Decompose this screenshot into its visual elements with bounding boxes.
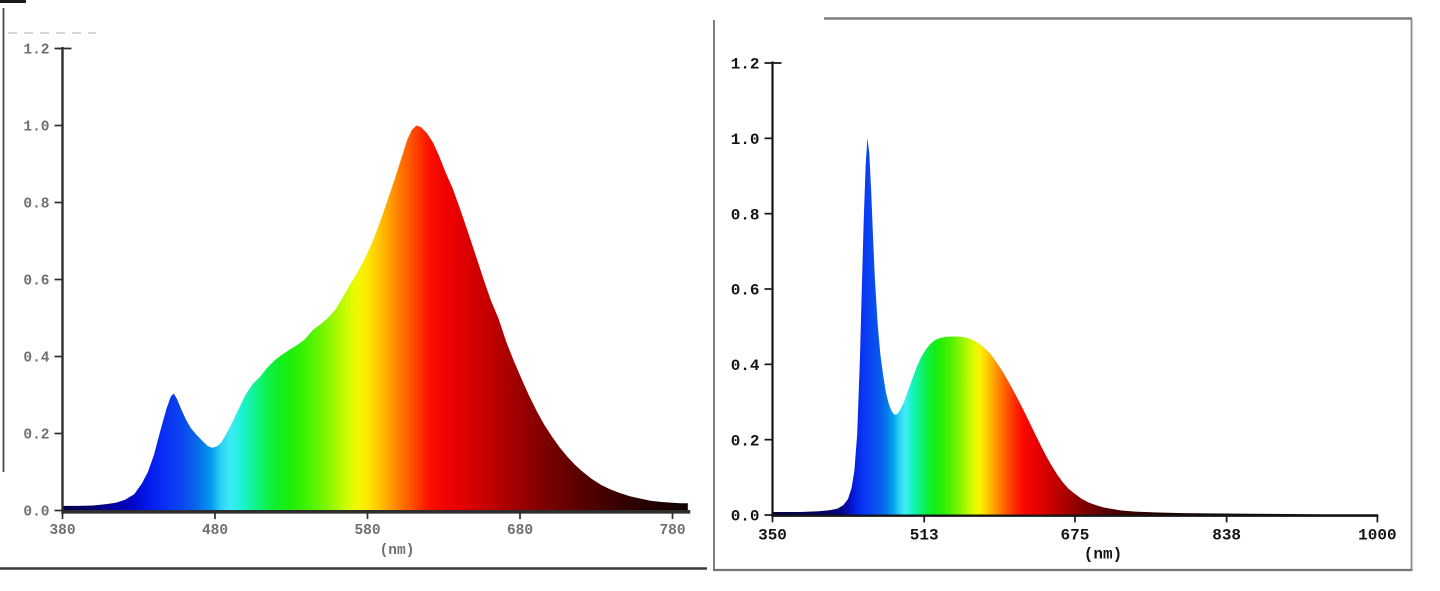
spectrum-chart-warm-white: 0.0 0.2 0.4 0.6 0.8 1.0 1.2 380 480 580 680 780 (nm)	[0, 0, 707, 570]
x-tick-label: 380	[49, 523, 75, 539]
x-tick-label: 350	[758, 526, 787, 544]
x-tick-label: 580	[354, 523, 380, 539]
y-tick-label: 0.2	[731, 432, 760, 450]
y-tick-label: 0.0	[731, 508, 760, 526]
x-tick-label: 680	[507, 523, 533, 539]
x-tick-label: 780	[659, 523, 685, 539]
y-tick-label: 0.6	[23, 274, 49, 290]
x-tick-label: 1000	[1358, 526, 1396, 544]
x-tick-label: 513	[910, 526, 939, 544]
y-tick-label: 0.2	[23, 428, 49, 444]
y-tick-label: 1.0	[23, 120, 49, 136]
y-tick-label: 1.0	[731, 131, 760, 149]
x-axis-unit-label: (nm)	[380, 543, 415, 559]
y-tick-label: 0.0	[23, 505, 49, 521]
x-axis-unit-label: (nm)	[1084, 545, 1122, 563]
y-tick-label: 1.2	[731, 56, 760, 74]
y-tick-label: 0.8	[23, 197, 49, 213]
y-tick-label: 0.4	[23, 351, 49, 367]
spectrum-area-cool-white	[772, 138, 1378, 516]
y-tick-label: 0.4	[731, 357, 760, 375]
x-tick-label: 675	[1061, 526, 1090, 544]
y-tick-label: 0.6	[731, 282, 760, 300]
x-tick-label: 480	[202, 523, 228, 539]
y-tick-label: 1.2	[23, 43, 49, 59]
x-tick-label: 838	[1212, 526, 1241, 544]
spectrum-area-warm-white	[62, 125, 688, 511]
y-tick-label: 0.8	[731, 206, 760, 224]
spectrum-chart-cool-white: 0.0 0.2 0.4 0.6 0.8 1.0 1.2 350 513 675 838 1000 (nm…	[713, 17, 1413, 572]
